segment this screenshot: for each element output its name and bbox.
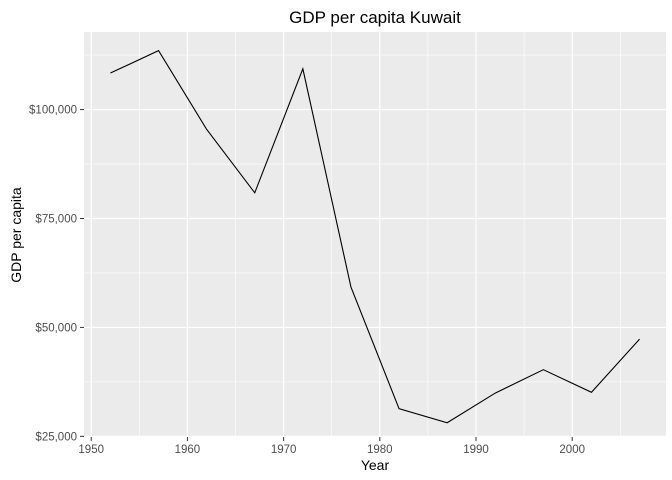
x-axis: 1950 1960 1970 1980 1990 2000 [78,437,585,456]
data-point [495,392,496,393]
x-tick-label: 1980 [367,444,393,456]
x-axis-title: Year [361,457,390,473]
y-tick-label: $100,000 [29,105,77,117]
x-tick-label: 1970 [271,444,297,456]
x-tick-label: 2000 [559,444,585,456]
data-point [639,339,640,340]
y-axis-title: GDP per capita [8,187,24,283]
data-point [350,286,351,287]
chart-title: GDP per capita Kuwait [289,8,461,27]
grid-major [84,32,666,437]
y-tick-label: $75,000 [35,213,77,225]
data-point [543,369,544,370]
data-point [110,72,111,73]
data-point [447,422,448,423]
grid-minor [84,32,666,437]
data-point [158,50,159,51]
data-point [591,392,592,393]
data-point [206,129,207,130]
series-line [110,49,640,424]
y-tick-label: $25,000 [35,431,77,443]
data-point [398,408,399,409]
x-tick-label: 1960 [175,444,201,456]
y-axis: $25,000 $50,000 $75,000 $100,000 [29,105,84,443]
x-tick-label: 1990 [463,444,489,456]
data-point [302,68,303,69]
plot-panel [84,32,666,437]
x-tick-label: 1950 [78,444,104,456]
data-point [254,192,255,193]
y-tick-label: $50,000 [35,322,77,334]
